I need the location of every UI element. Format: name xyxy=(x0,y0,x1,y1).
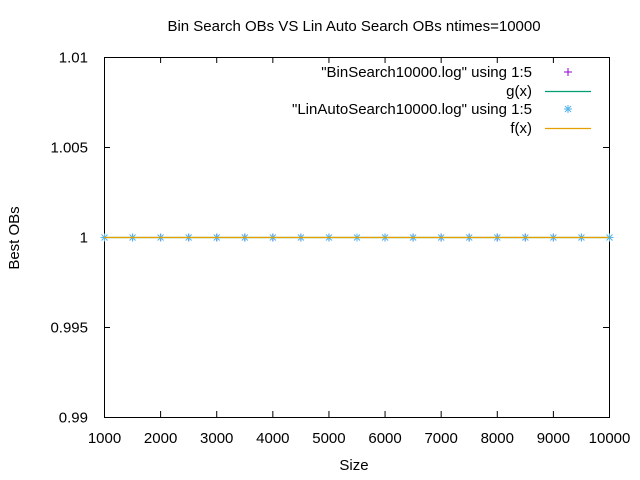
plot-series xyxy=(100,233,614,242)
x-axis-label: Size xyxy=(339,457,368,474)
x-tick-label: 4000 xyxy=(256,430,289,447)
legend: "BinSearch10000.log" using 1:5 g(x)"LinAu… xyxy=(292,64,591,137)
legend-label: "BinSearch10000.log" using 1:5 xyxy=(321,64,532,81)
x-tick-label: 6000 xyxy=(368,430,401,447)
x-axis-ticks: 1000 2000 3000 4000 5000 6000 7000 8000 9000 1000… xyxy=(88,57,631,447)
x-tick-label: 10000 xyxy=(589,430,631,447)
y-tick-label: 0.995 xyxy=(50,320,88,337)
x-tick-label: 9000 xyxy=(537,430,570,447)
legend-label: "LinAutoSearch10000.log" using 1:5 xyxy=(292,101,532,118)
data-point xyxy=(605,233,614,242)
x-tick-label: 8000 xyxy=(481,430,514,447)
x-tick-label: 5000 xyxy=(312,430,345,447)
y-tick-label: 0.99 xyxy=(59,410,88,427)
legend-label: f(x) xyxy=(510,120,532,137)
y-tick-label: 1 xyxy=(80,230,88,247)
legend-swatch xyxy=(564,105,572,113)
y-axis-label: Best OBs xyxy=(6,206,23,269)
legend-label: g(x) xyxy=(506,83,532,100)
legend-swatch xyxy=(564,68,572,76)
y-tick-label: 1.005 xyxy=(50,140,88,157)
y-axis-ticks: 0.99 0.995 1 1.005 1.01 xyxy=(50,50,609,427)
x-tick-label: 1000 xyxy=(88,430,121,447)
x-tick-label: 7000 xyxy=(424,430,457,447)
x-tick-label: 2000 xyxy=(144,430,177,447)
chart-title: Bin Search OBs VS Lin Auto Search OBs nt… xyxy=(167,18,540,35)
x-tick-label: 3000 xyxy=(200,430,233,447)
y-tick-label: 1.01 xyxy=(59,50,88,67)
